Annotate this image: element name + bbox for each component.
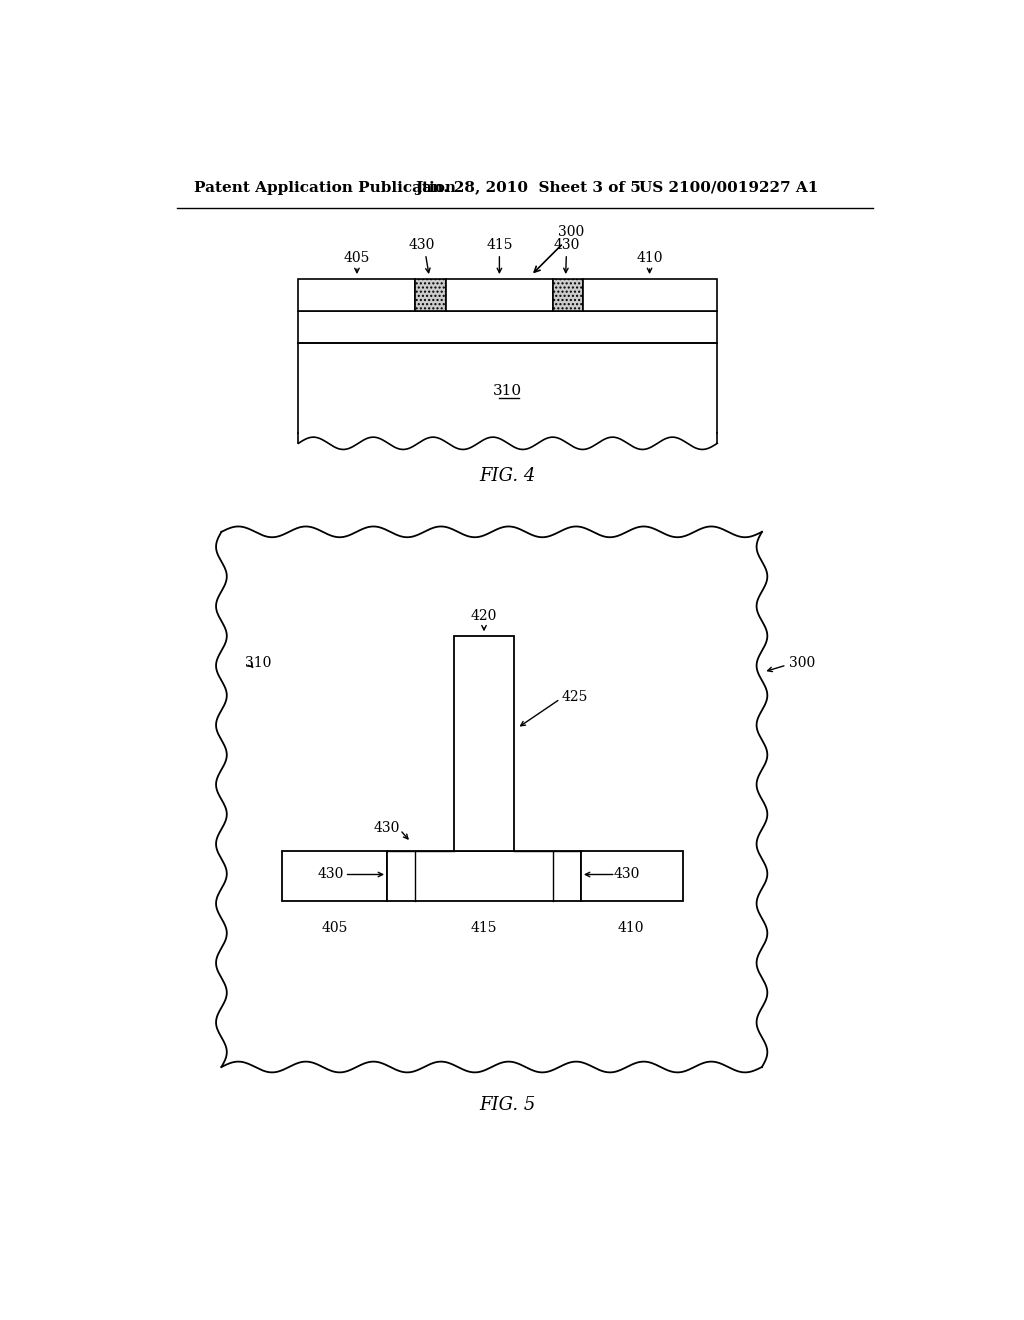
FancyBboxPatch shape xyxy=(416,279,446,312)
Text: FIG. 5: FIG. 5 xyxy=(479,1097,536,1114)
Text: 300: 300 xyxy=(788,656,815,669)
Text: Jan. 28, 2010  Sheet 3 of 5: Jan. 28, 2010 Sheet 3 of 5 xyxy=(416,181,641,194)
Text: 405: 405 xyxy=(322,921,348,935)
Text: 310: 310 xyxy=(245,656,271,669)
Text: Patent Application Publication: Patent Application Publication xyxy=(194,181,456,194)
Text: 430: 430 xyxy=(409,239,435,252)
Text: 415: 415 xyxy=(486,239,513,252)
FancyBboxPatch shape xyxy=(387,851,581,902)
FancyBboxPatch shape xyxy=(454,636,514,851)
Text: 430: 430 xyxy=(614,867,640,882)
FancyBboxPatch shape xyxy=(446,279,553,312)
Text: 410: 410 xyxy=(636,251,663,264)
Text: 405: 405 xyxy=(344,251,370,264)
Text: 430: 430 xyxy=(553,239,580,252)
FancyBboxPatch shape xyxy=(298,312,717,343)
FancyBboxPatch shape xyxy=(584,279,717,312)
Text: 410: 410 xyxy=(617,921,644,935)
FancyBboxPatch shape xyxy=(283,851,387,902)
Text: US 2100/0019227 A1: US 2100/0019227 A1 xyxy=(639,181,818,194)
FancyBboxPatch shape xyxy=(298,279,416,312)
Text: 420: 420 xyxy=(471,610,498,623)
FancyBboxPatch shape xyxy=(581,851,683,902)
Text: 300: 300 xyxy=(558,226,584,239)
Text: 415: 415 xyxy=(471,921,498,935)
Text: 430: 430 xyxy=(374,821,400,836)
Text: 430: 430 xyxy=(317,867,344,882)
FancyBboxPatch shape xyxy=(298,343,717,433)
Text: 310: 310 xyxy=(494,384,522,397)
Text: FIG. 4: FIG. 4 xyxy=(479,467,536,484)
Text: 425: 425 xyxy=(562,690,588,705)
FancyBboxPatch shape xyxy=(553,279,584,312)
